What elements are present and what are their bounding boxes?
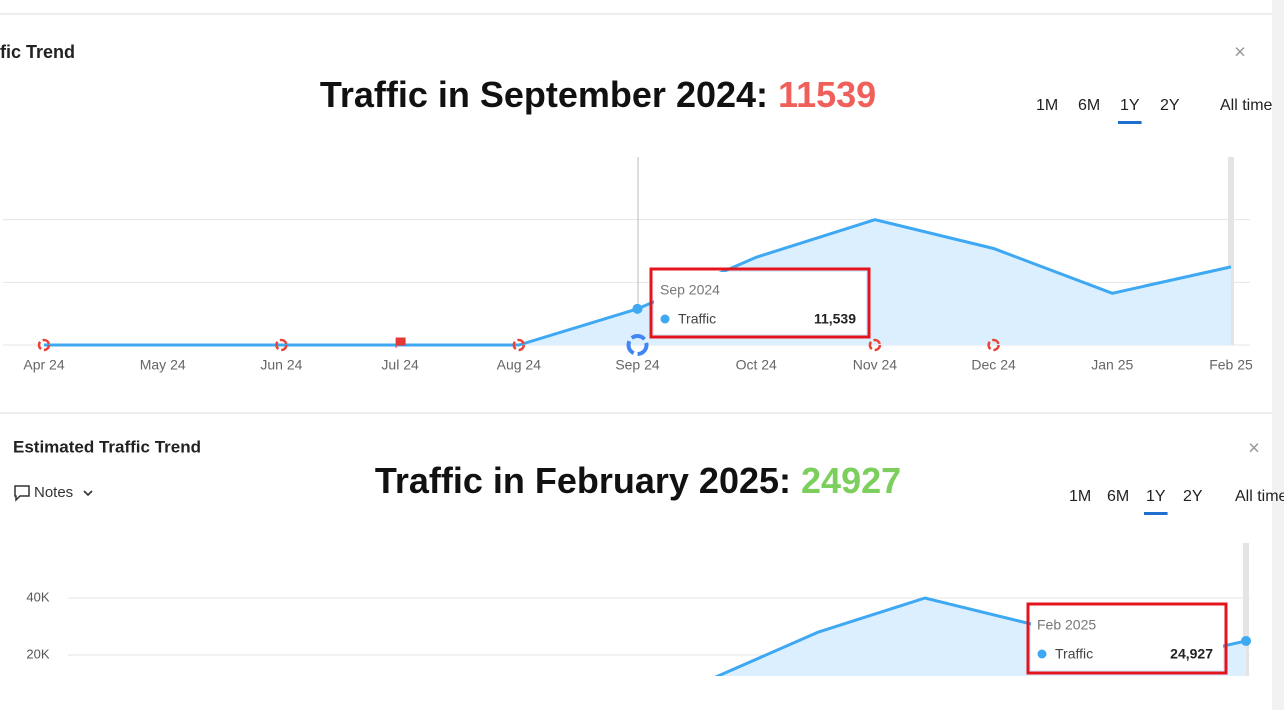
- area: [44, 219, 1231, 345]
- headline-value: 24927: [801, 460, 901, 501]
- x-tick-label: Aug 24: [497, 357, 542, 373]
- period-button[interactable]: 1Y: [1120, 97, 1140, 114]
- tooltip: [1031, 607, 1223, 670]
- x-tick-label: Sep 24: [615, 357, 660, 373]
- x-tick-label: Apr 24: [23, 357, 64, 373]
- x-tick-label: Nov 24: [853, 357, 898, 373]
- flag-marker: [395, 337, 406, 348]
- period-button[interactable]: 1M: [1036, 97, 1058, 114]
- y-tick-label: 20K: [26, 646, 49, 661]
- panel-title: Estimated Traffic Trend: [13, 437, 201, 456]
- headline: Traffic in September 2024: 11539: [320, 74, 876, 115]
- y-tick-label: 40K: [26, 589, 49, 604]
- tooltip-dot: [660, 314, 670, 324]
- notes-label[interactable]: Notes: [34, 484, 73, 501]
- x-tick-label: Jan 25: [1091, 357, 1133, 373]
- period-button[interactable]: All time: [1220, 97, 1273, 114]
- google-marker: [987, 338, 1000, 352]
- x-tick-label: Jul 24: [381, 357, 419, 373]
- google-marker: [275, 338, 288, 352]
- headline-text: Traffic in February 2025:: [375, 460, 791, 501]
- period-button[interactable]: 2Y: [1183, 488, 1203, 505]
- headline-value: 11539: [778, 74, 876, 115]
- tooltip-dot: [1037, 649, 1047, 659]
- x-tick-label: Feb 25: [1209, 357, 1253, 373]
- tooltip: [654, 272, 866, 334]
- headline-text: Traffic in September 2024:: [320, 74, 768, 115]
- tooltip-value: 11,539: [814, 311, 856, 327]
- x-tick-label: Dec 24: [971, 357, 1016, 373]
- hover-point: [632, 303, 643, 314]
- tooltip-title: Feb 2025: [1037, 617, 1096, 633]
- close-button[interactable]: ×: [1248, 437, 1260, 459]
- headline: Traffic in February 2025: 24927: [375, 460, 901, 501]
- panel-title: fic Trend: [0, 42, 75, 62]
- notes-button[interactable]: Notes: [14, 484, 93, 502]
- hover-point: [1241, 635, 1251, 646]
- active-period-underline: [1144, 512, 1168, 515]
- x-tick-label: Oct 24: [736, 357, 777, 373]
- scroll-edge: [1272, 0, 1284, 710]
- highlight-box: [1026, 602, 1228, 675]
- google-marker: [868, 338, 882, 352]
- period-button[interactable]: 1Y: [1146, 488, 1166, 505]
- tooltip-series: Traffic: [678, 311, 716, 327]
- google-marker-large: [626, 334, 649, 356]
- period-button[interactable]: 6M: [1078, 97, 1100, 114]
- range-edge: [1243, 543, 1249, 676]
- range-edge: [1228, 157, 1234, 345]
- close-button[interactable]: ×: [1234, 41, 1246, 63]
- google-marker: [37, 338, 51, 352]
- tooltip-value: 24,927: [1170, 646, 1213, 662]
- period-button[interactable]: 2Y: [1160, 97, 1180, 114]
- google-marker: [512, 338, 526, 352]
- headline-space: [791, 460, 801, 501]
- period-button[interactable]: 1M: [1069, 488, 1091, 505]
- x-tick-label: May 24: [140, 357, 186, 373]
- active-period-underline: [1118, 121, 1142, 124]
- x-tick-label: Jun 24: [260, 357, 302, 373]
- period-button[interactable]: 6M: [1107, 488, 1129, 505]
- tooltip-title: Sep 2024: [660, 282, 720, 298]
- period-button[interactable]: All time: [1235, 488, 1284, 505]
- headline-space: [768, 74, 778, 115]
- tooltip-series: Traffic: [1055, 646, 1093, 662]
- highlight-box: [649, 267, 871, 339]
